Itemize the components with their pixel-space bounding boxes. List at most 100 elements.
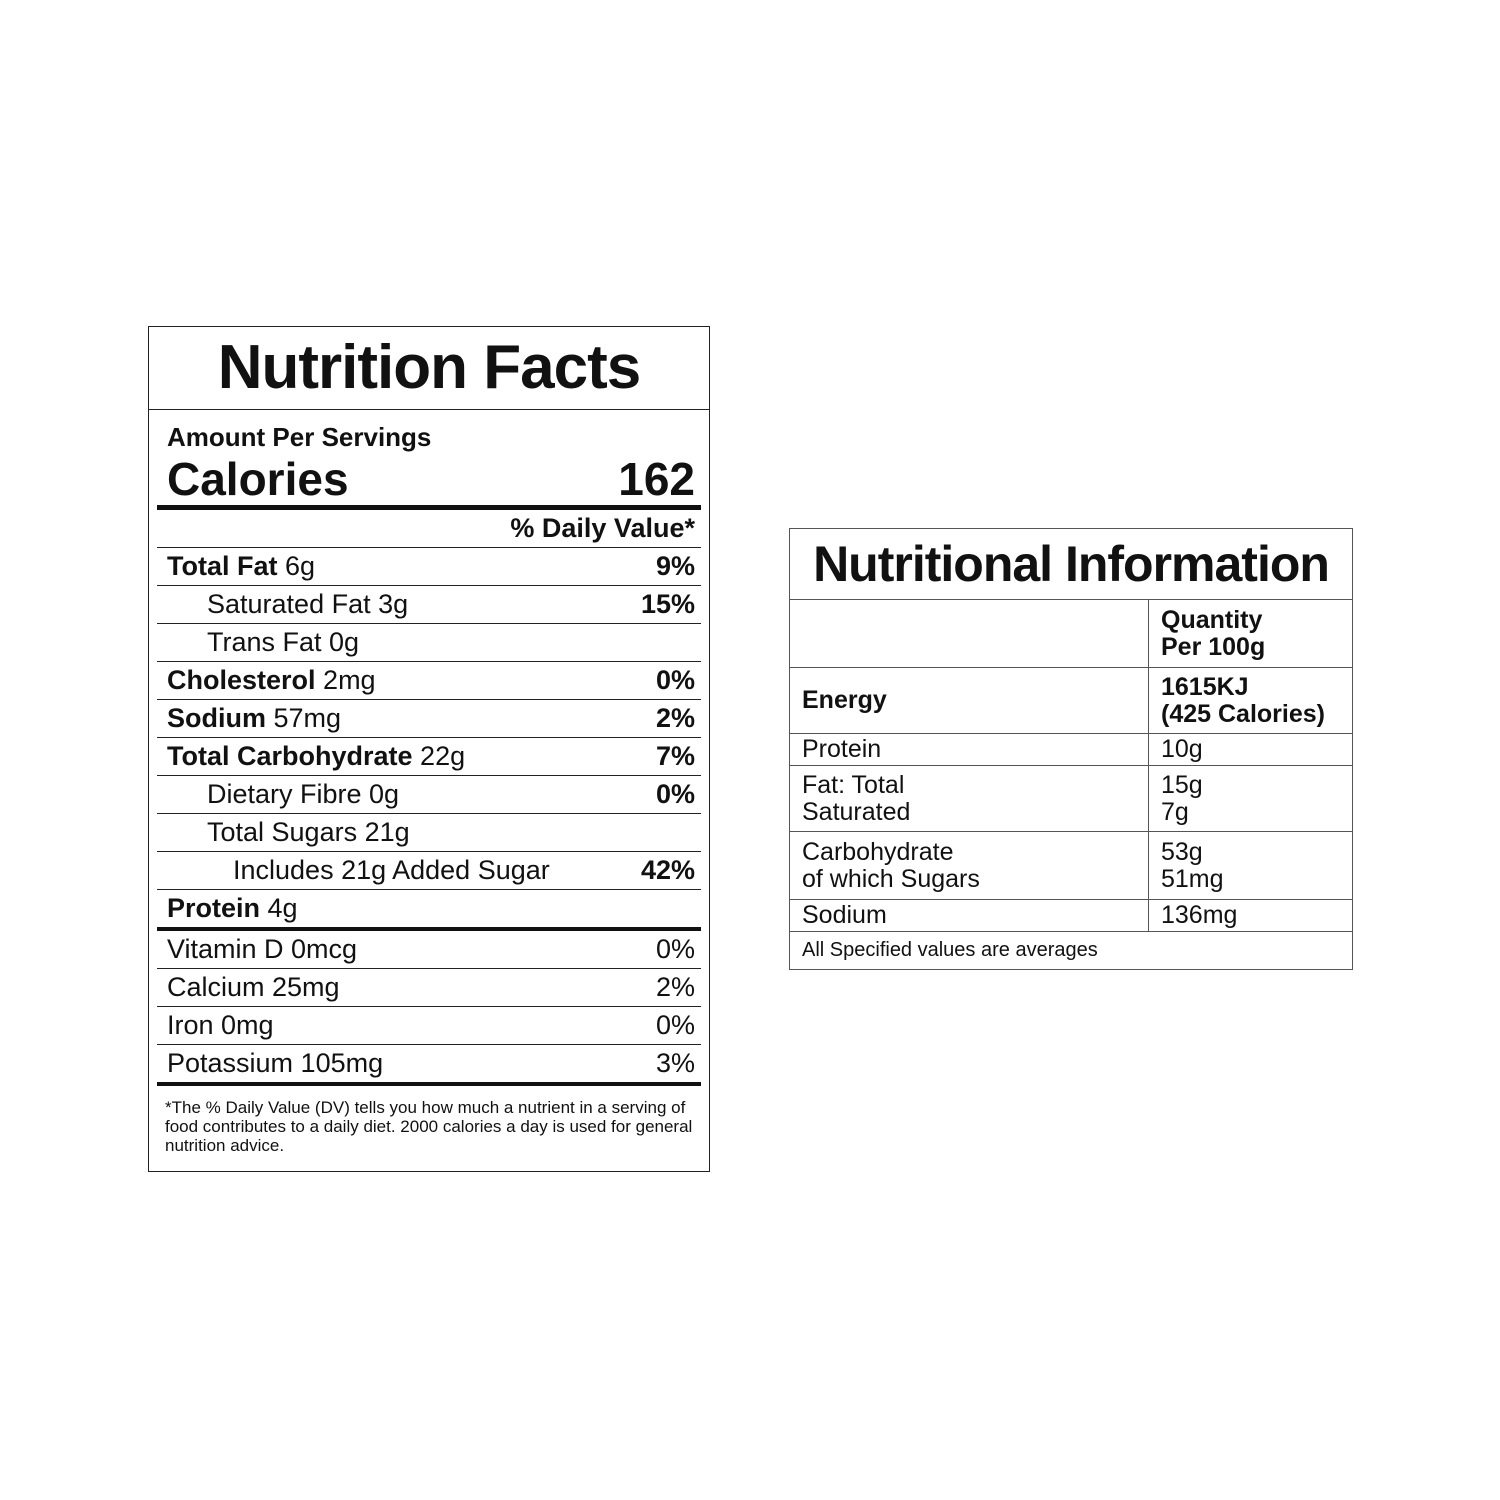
title-row: Nutritional Information xyxy=(789,528,1353,600)
header-row: Quantity Per 100g xyxy=(789,599,1353,668)
value-cell: 10g xyxy=(1148,733,1353,766)
value-cell: 1615KJ (425 Calories) xyxy=(1148,667,1353,734)
title: Nutritional Information xyxy=(789,528,1353,600)
nutrient-row: Total Carbohydrate 22g 7% xyxy=(157,738,701,776)
nutrient-row: Includes 21g Added Sugar 42% xyxy=(157,852,701,890)
nutrient-row: Sodium 57mg 2% xyxy=(157,700,701,738)
nutrient: Sodium 57mg xyxy=(167,703,341,734)
calories-row: Calories 162 xyxy=(157,453,701,510)
label-cell-line: Energy xyxy=(802,686,887,714)
label-cell: Fat: Total Saturated xyxy=(789,765,1149,832)
info-row: Protein 10g xyxy=(789,733,1353,766)
value-cell-line: 136mg xyxy=(1161,901,1238,929)
table-body: Nutritional Information Quantity Per 100g… xyxy=(789,528,1353,970)
info-row: Sodium 136mg xyxy=(789,899,1353,932)
vitamin-row: Iron 0mg 0% xyxy=(157,1007,701,1045)
value-cell-line: (425 Calories) xyxy=(1161,699,1325,728)
vitamin-row: Calcium 25mg 2% xyxy=(157,969,701,1007)
nutrient: Cholesterol 2mg xyxy=(167,665,376,696)
nutrient-row: Saturated Fat 3g 15% xyxy=(157,586,701,624)
nutrient: Total Fat 6g xyxy=(167,551,315,582)
label-cell: Sodium xyxy=(789,899,1149,932)
footer-row: All Specified values are averages xyxy=(789,931,1353,970)
nutritional-information-table: Nutritional Information Quantity Per 100g… xyxy=(789,528,1353,970)
nutrient: Trans Fat 0g xyxy=(167,627,359,658)
nutrient-row: Trans Fat 0g xyxy=(157,624,701,662)
nutrient-row: Protein 4g xyxy=(157,890,701,931)
empty-cell xyxy=(789,599,1149,668)
panel-body: Amount Per Servings Calories 162 % Daily… xyxy=(157,410,701,1155)
calories-value: 162 xyxy=(618,453,695,505)
daily-value: 7% xyxy=(655,741,695,771)
value-cell-line: 53g xyxy=(1161,837,1203,866)
daily-value: 42% xyxy=(640,855,695,885)
daily-value: 9% xyxy=(655,551,695,581)
daily-value: 0% xyxy=(655,779,695,809)
nutrient-amount: 2mg xyxy=(323,665,376,695)
vitamin-name: Vitamin D 0mcg xyxy=(167,934,358,964)
nutrient-name: Cholesterol xyxy=(167,665,316,695)
nutrient: Total Carbohydrate 22g xyxy=(167,741,465,772)
label-cell-line: Saturated xyxy=(802,797,911,826)
value-cell-line: 10g xyxy=(1161,735,1203,763)
dv-header-text: % Daily Value* xyxy=(510,513,695,543)
nutrient-amount: 22g xyxy=(420,741,466,771)
vitamin-row: Vitamin D 0mcg 0% xyxy=(157,931,701,969)
nutrient-name: Total Sugars 21g xyxy=(207,817,410,847)
nutrient-amount: 57mg xyxy=(273,703,342,733)
daily-value: 0% xyxy=(655,1010,695,1040)
value-cell-line: 15g xyxy=(1161,770,1203,799)
daily-value: 15% xyxy=(640,589,695,619)
nutrient-name: Sodium xyxy=(167,703,266,733)
value-cell: 53g 51mg xyxy=(1148,831,1353,900)
footer: All Specified values are averages xyxy=(789,931,1353,970)
label-cell-line: Sodium xyxy=(802,901,887,929)
nutrient: Includes 21g Added Sugar xyxy=(167,855,550,886)
value-cell-line: 51mg xyxy=(1161,864,1224,893)
info-row: Carbohydrate of which Sugars 53g 51mg xyxy=(789,831,1353,900)
info-row: Fat: Total Saturated 15g 7g xyxy=(789,765,1353,832)
daily-value: 3% xyxy=(655,1048,695,1078)
nutrient-name: Includes 21g Added Sugar xyxy=(233,855,550,885)
vitamin-name: Calcium 25mg xyxy=(167,972,340,1002)
header-cell-line: Quantity xyxy=(1161,605,1263,634)
nutrient: Total Sugars 21g xyxy=(167,817,410,848)
label-cell: Energy xyxy=(789,667,1149,734)
nutrient-name: Saturated Fat 3g xyxy=(207,589,409,619)
vitamin-name: Potassium 105mg xyxy=(167,1048,384,1078)
nutrient-name: Protein xyxy=(167,893,261,923)
nutrient-row: Dietary Fibre 0g 0% xyxy=(157,776,701,814)
vitamin-row: Potassium 105mg 3% xyxy=(157,1045,701,1086)
nutrient-name: Dietary Fibre 0g xyxy=(207,779,400,809)
daily-value: 2% xyxy=(655,972,695,1002)
info-row: Energy 1615KJ (425 Calories) xyxy=(789,667,1353,734)
daily-value: 0% xyxy=(655,665,695,695)
nutrient-name: Total Fat xyxy=(167,551,278,581)
calories-label: Calories xyxy=(167,453,349,505)
daily-value: 2% xyxy=(655,703,695,733)
nutrient: Dietary Fibre 0g xyxy=(167,779,399,810)
serving-label: Amount Per Servings xyxy=(167,422,432,452)
nutrient: Saturated Fat 3g xyxy=(167,589,408,620)
nutrient-amount: 4g xyxy=(267,893,298,923)
value-cell: 136mg xyxy=(1148,899,1353,932)
nutrient-row: Cholesterol 2mg 0% xyxy=(157,662,701,700)
label-cell-line: Carbohydrate xyxy=(802,837,954,866)
nutrient-amount: 6g xyxy=(285,551,316,581)
daily-value: 0% xyxy=(655,934,695,964)
header-cell-line: Per 100g xyxy=(1161,632,1266,661)
label-cell-line: Fat: Total xyxy=(802,770,905,799)
nutrient-name: Total Carbohydrate xyxy=(167,741,413,771)
nutrient-row: Total Sugars 21g xyxy=(157,814,701,852)
vitamin-name: Iron 0mg xyxy=(167,1010,274,1040)
label-cell-line: Protein xyxy=(802,735,882,763)
label-cell-line: of which Sugars xyxy=(802,864,980,893)
nutrition-facts-panel: Nutrition Facts Amount Per Servings Calo… xyxy=(148,326,710,1172)
nutrient: Protein 4g xyxy=(167,893,298,924)
label-cell: Protein xyxy=(789,733,1149,766)
nutrient-row: Total Fat 6g 9% xyxy=(157,548,701,586)
value-cell: 15g 7g xyxy=(1148,765,1353,832)
dv-header: % Daily Value* xyxy=(157,510,701,548)
value-cell-line: 1615KJ xyxy=(1161,672,1249,701)
